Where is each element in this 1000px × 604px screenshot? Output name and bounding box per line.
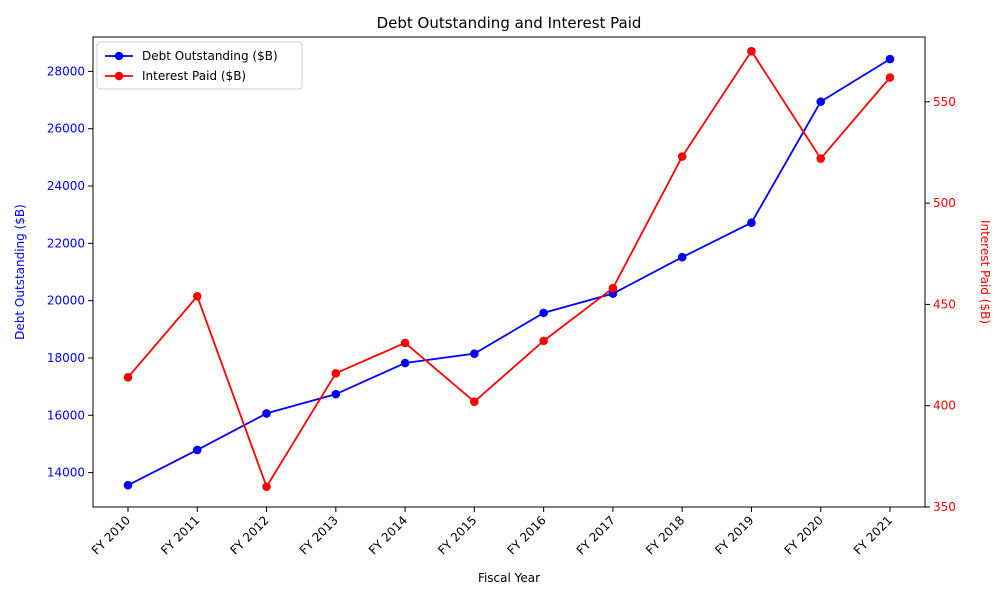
y-right-tick-label: 500 [933,196,956,210]
y-left-tick-label: 14000 [47,466,85,480]
data-point-debt [262,409,271,418]
legend-marker-debt [114,51,124,61]
y-right-tick-label: 350 [933,500,956,514]
data-point-debt [400,358,410,368]
data-point-debt [331,389,341,399]
data-point-debt [747,218,756,228]
data-point-interest [262,482,271,492]
data-point-debt [192,445,202,455]
data-point-debt [816,97,826,106]
y-right-tick-label: 550 [933,95,956,109]
data-point-interest [470,397,479,406]
legend-marker-interest [114,71,124,81]
series-line-interest [127,49,891,489]
y-left-tick-label: 28000 [47,64,85,78]
y-left-tick-label: 18000 [47,351,85,365]
legend-label-debt: Debt Outstanding ($B) [142,49,278,63]
data-point-interest [331,368,341,378]
y-left-tick-label: 16000 [47,408,85,422]
data-point-interest [539,336,548,346]
data-point-interest [608,283,618,293]
y-left-tick-label: 26000 [47,122,85,136]
data-point-interest [123,373,133,382]
y-right-axis-label: Interest Paid ($B) [978,220,992,324]
legend-label-interest: Interest Paid ($B) [142,69,246,83]
data-point-debt [123,480,133,490]
data-point-interest [747,46,756,56]
legend-box [96,41,303,90]
chart-title: Debt Outstanding and Interest Paid [377,14,642,32]
y-left-tick-label: 22000 [47,236,85,250]
y-left-axis-label: Debt Outstanding ($B) [13,204,27,340]
data-point-interest [885,73,895,82]
y-left-tick-label: 24000 [47,179,85,193]
y-right-tick-label: 400 [933,399,956,413]
data-point-interest [816,154,826,163]
series-line-debt [127,58,891,486]
data-point-interest [677,152,687,161]
data-point-debt [539,308,548,318]
data-point-debt [677,252,687,262]
x-axis-label: Fiscal Year [478,571,540,585]
plot-frame [92,36,926,508]
data-point-interest [192,292,202,301]
data-point-interest [400,338,410,348]
data-point-debt [885,54,895,64]
y-right-tick-label: 450 [933,297,956,311]
data-point-debt [470,349,479,358]
y-left-tick-label: 20000 [47,294,85,308]
